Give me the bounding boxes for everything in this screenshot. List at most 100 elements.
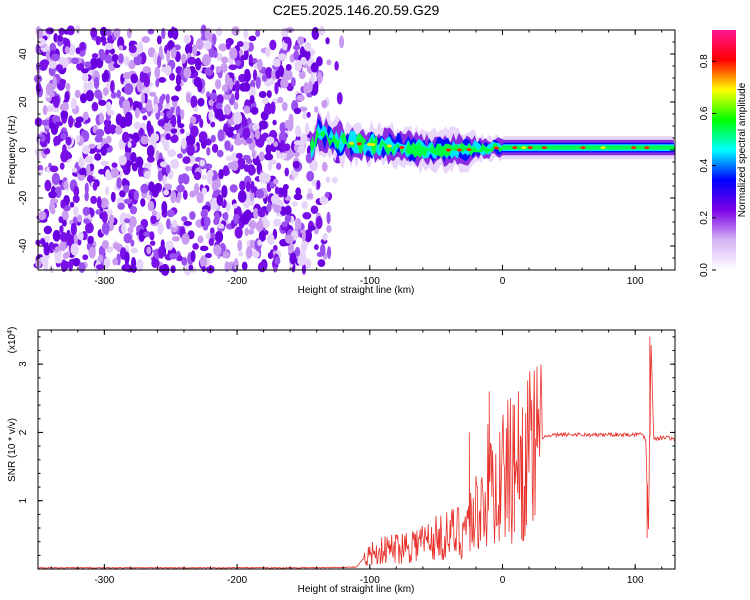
noise-blob [183, 34, 192, 44]
noise-blob [105, 101, 112, 111]
signal-band-layer [310, 128, 675, 158]
spectrogram-y-label: Frequency (Hz) [7, 116, 18, 185]
x-tick-label: -300 [94, 276, 114, 287]
noise-blob [82, 206, 90, 216]
noise-blob [60, 110, 69, 119]
noise-blob [237, 190, 247, 203]
noise-blob [237, 239, 243, 252]
noise-blob [214, 211, 220, 224]
noise-blob [124, 83, 134, 95]
noise-blob [245, 158, 253, 165]
noise-blob [45, 50, 52, 61]
noise-blob [103, 69, 109, 79]
noise-blob [171, 235, 180, 242]
noise-blob [124, 56, 130, 66]
noise-blob [84, 182, 89, 195]
noise-blob [174, 85, 182, 92]
noise-blob [99, 113, 105, 125]
noise-blob [265, 144, 272, 155]
noise-blob [182, 189, 188, 200]
x-tick-label: 0 [500, 575, 506, 586]
x-tick-label: -100 [360, 276, 380, 287]
noise-blob [89, 57, 99, 69]
noise-blob [133, 190, 140, 201]
noise-blob [227, 162, 235, 170]
noise-blob [131, 162, 138, 172]
noise-blob [197, 114, 202, 120]
noise-blob [195, 57, 202, 71]
noise-blob [246, 245, 253, 259]
noise-blob [250, 180, 255, 194]
noise-blob [181, 53, 187, 64]
x-tick-label: -200 [227, 276, 247, 287]
noise-blob [203, 41, 212, 50]
noise-blob [272, 178, 279, 185]
noise-blob [71, 57, 79, 65]
noise-blob [267, 251, 274, 260]
noise-blob [51, 115, 61, 121]
signal-hotspot [493, 146, 499, 150]
noise-blob [83, 81, 88, 91]
y-tick-label: 40 [18, 48, 29, 60]
noise-blob [291, 201, 298, 207]
noise-blob [261, 74, 268, 82]
noise-blob [52, 95, 60, 108]
colorbar-gradient [712, 30, 736, 270]
y-tick-label: 0 [18, 147, 29, 153]
noise-blob [297, 36, 305, 46]
noise-blob [70, 243, 79, 256]
noise-blob [177, 191, 182, 200]
noise-blob [321, 161, 328, 172]
noise-blob [243, 105, 251, 114]
noise-blob [42, 104, 48, 116]
noise-blob [158, 245, 165, 259]
noise-blob [269, 39, 277, 51]
noise-blob [190, 95, 198, 109]
colorbar-tick-label: 0.2 [699, 210, 710, 224]
noise-blob [78, 156, 85, 168]
noise-blob [124, 218, 131, 224]
noise-blob [165, 164, 171, 174]
noise-blob [123, 198, 132, 205]
noise-blob [142, 66, 151, 74]
noise-blob [293, 140, 303, 146]
noise-blob [140, 92, 146, 104]
noise-blob [210, 134, 216, 143]
noise-blob [274, 256, 281, 266]
noise-blob [294, 59, 303, 72]
noise-blob [83, 218, 90, 225]
noise-blob [199, 118, 204, 128]
noise-blob [123, 117, 133, 127]
noise-blob [315, 216, 323, 230]
noise-blob [167, 29, 174, 39]
noise-blob [165, 93, 170, 104]
noise-blob [170, 46, 177, 59]
noise-blob [155, 78, 160, 88]
noise-blob [146, 145, 155, 158]
noise-blob [279, 206, 287, 216]
noise-blob [182, 174, 190, 185]
noise-blob [280, 77, 289, 89]
noise-blob [322, 233, 328, 241]
noise-blob [101, 240, 109, 249]
noise-blob [244, 227, 249, 237]
noise-blob [293, 193, 303, 201]
noise-blob [36, 37, 46, 47]
noise-blob [85, 89, 94, 102]
noise-blob [247, 229, 255, 235]
noise-blob [127, 226, 134, 234]
noise-blob [61, 219, 67, 227]
noise-blob [164, 120, 173, 134]
noise-blob [304, 41, 312, 52]
noise-blob [84, 222, 94, 234]
noise-blob [35, 81, 42, 94]
noise-blob [61, 57, 69, 68]
noise-blob [281, 221, 288, 228]
noise-blob [199, 255, 208, 268]
noise-blob [65, 136, 72, 146]
noise-blob [279, 152, 287, 160]
chart-title: C2E5.2025.146.20.59.G29 [273, 2, 440, 18]
noise-blob [76, 214, 83, 223]
noise-blob [70, 97, 77, 110]
